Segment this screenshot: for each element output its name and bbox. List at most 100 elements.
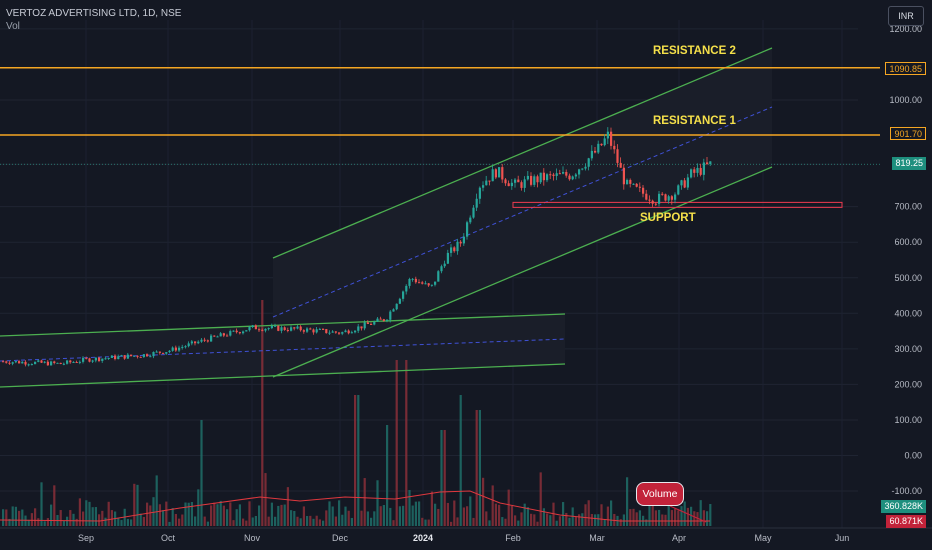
volume-bar xyxy=(459,395,462,526)
candle-body xyxy=(245,330,248,332)
volume-bar xyxy=(235,509,238,526)
volume-bar xyxy=(222,505,225,526)
volume-bar xyxy=(219,500,222,526)
candle-body xyxy=(702,162,705,175)
candle-body xyxy=(373,321,376,325)
candle-body xyxy=(472,207,475,218)
candle-body xyxy=(264,328,267,331)
volume-bar xyxy=(66,516,69,526)
volume-bar xyxy=(139,513,142,526)
candle-body xyxy=(328,332,331,334)
volume-bar xyxy=(638,510,641,526)
volume-bar xyxy=(174,513,177,526)
candle-body xyxy=(427,283,430,286)
volume-bar xyxy=(110,510,113,526)
volume-bar xyxy=(440,430,443,526)
candle-body xyxy=(283,327,286,330)
candle-body xyxy=(229,331,232,336)
volume-bar xyxy=(446,502,449,526)
candle-body xyxy=(107,357,110,359)
volume-bar xyxy=(322,520,325,526)
candle-body xyxy=(280,327,283,331)
volume-bar xyxy=(478,410,481,526)
y-tick-label: 700.00 xyxy=(894,202,922,212)
candle-body xyxy=(411,278,414,280)
candle-body xyxy=(558,173,561,175)
volume-bar xyxy=(184,502,187,526)
candle-body xyxy=(254,325,257,330)
candle-body xyxy=(635,183,638,187)
volume-bar xyxy=(686,507,689,526)
volume-bar xyxy=(146,502,149,526)
y-tick-label: -100.00 xyxy=(891,486,922,496)
candle-body xyxy=(392,309,395,312)
volume-bar xyxy=(5,509,8,526)
candle-body xyxy=(277,325,280,331)
volume-bar xyxy=(37,518,40,526)
candle-body xyxy=(683,180,686,188)
candle-body xyxy=(706,162,709,165)
volume-bar xyxy=(709,504,712,526)
volume-bar xyxy=(411,505,414,526)
candle-body xyxy=(552,174,555,176)
chart-header: VERTOZ ADVERTISING LTD, 1D, NSE Vol xyxy=(6,7,181,33)
volume-bar xyxy=(315,515,318,526)
volume-bar xyxy=(488,520,491,526)
volume-bar xyxy=(178,518,181,526)
candle-body xyxy=(626,179,629,185)
volume-bar xyxy=(376,480,379,526)
candle-body xyxy=(536,176,539,183)
candle-body xyxy=(526,175,529,180)
candle-body xyxy=(498,167,501,178)
volume-bar xyxy=(542,508,545,526)
volume-bar xyxy=(34,508,37,526)
volume-bar xyxy=(328,501,331,526)
candle-body xyxy=(242,331,245,334)
volume-bar xyxy=(91,507,94,526)
volume-bar xyxy=(46,518,49,526)
volume-bar xyxy=(456,517,459,526)
candle-body xyxy=(299,326,302,331)
candles xyxy=(2,127,712,367)
volume-bar xyxy=(584,504,587,526)
volume-bar xyxy=(267,516,270,526)
candle-body xyxy=(597,143,600,153)
candle-body xyxy=(562,171,565,174)
candle-body xyxy=(162,352,165,354)
volume-bar xyxy=(546,513,549,526)
candle-body xyxy=(130,354,133,357)
candle-body xyxy=(258,329,261,331)
volume-bar xyxy=(603,519,606,526)
upper-channel-zone xyxy=(273,48,772,377)
candle-body xyxy=(59,362,62,365)
currency-button[interactable]: INR xyxy=(888,6,924,26)
volume-bar xyxy=(69,510,72,526)
y-tick-label: 100.00 xyxy=(894,415,922,425)
candle-body xyxy=(594,150,597,153)
volume-bar xyxy=(405,360,408,526)
volume-bar xyxy=(354,395,357,526)
volume-bar xyxy=(72,513,75,526)
volume-bar xyxy=(373,511,376,526)
candle-body xyxy=(482,185,485,188)
last-price-tag: 819.25 xyxy=(892,157,926,170)
candle-body xyxy=(318,328,321,330)
candle-body xyxy=(334,331,337,333)
candle-body xyxy=(174,347,177,351)
candle-body xyxy=(347,330,350,334)
volume-bar xyxy=(699,500,702,526)
volume-bar xyxy=(334,516,337,526)
volume-bar xyxy=(402,505,405,526)
volume-bar xyxy=(27,519,30,526)
candle-body xyxy=(590,150,593,159)
volume-bar xyxy=(344,506,347,526)
candle-body xyxy=(619,162,622,168)
candle-body xyxy=(91,360,94,362)
candle-body xyxy=(18,361,21,364)
volume-bar xyxy=(75,518,78,526)
volume-bar xyxy=(277,505,280,526)
price-axis: 1200.00 1000.00 700.00 600.00 500.00 400.00 30… xyxy=(889,24,922,496)
volume-bar xyxy=(539,472,542,526)
volume-bar xyxy=(213,502,216,526)
